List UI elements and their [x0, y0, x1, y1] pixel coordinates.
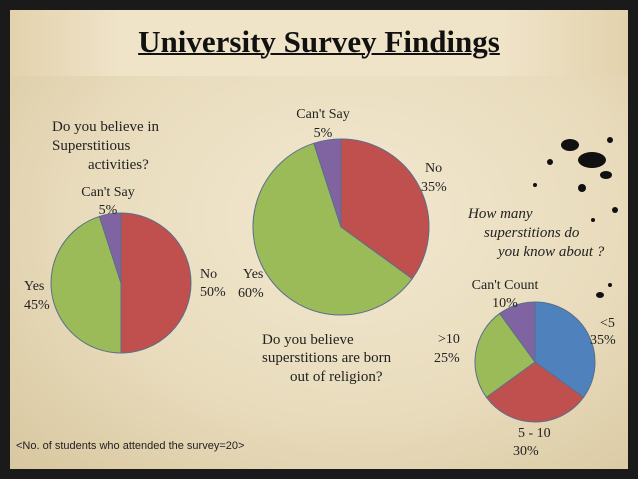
- pie1-slice-no: [120, 212, 192, 354]
- pie3-pct-5: 35%: [590, 333, 616, 348]
- pie1-question-line: activities?: [88, 157, 149, 173]
- pie1-slice-yes: [50, 215, 122, 354]
- pie2-slice-yes: [252, 142, 413, 316]
- pie3-label-5: <5: [600, 316, 615, 331]
- pie3-question-line: superstitions do: [484, 225, 580, 241]
- slide: University Survey Findings No 50% Yes 45% Ca…: [10, 10, 628, 469]
- pie3-label-can-t-count: Can't Count: [472, 278, 539, 293]
- pie1-pct-yes: 45%: [24, 298, 50, 313]
- pie2-pct-yes: 60%: [238, 286, 264, 301]
- pie-charts: No 50% Yes 45% Can't Say 5% Do you believe in S…: [24, 107, 618, 459]
- pie1-label-can-t-say: Can't Say: [81, 185, 134, 200]
- pie2-pct-no: 35%: [421, 180, 447, 195]
- pie3-pct-can-t-count: 10%: [492, 296, 518, 311]
- pie1-pct-can-t-say: 5%: [99, 203, 118, 218]
- pie3-label-10: >10: [438, 332, 460, 347]
- pie2-slice-no: [340, 138, 430, 280]
- pie3-slice-5: [534, 301, 596, 398]
- pie2-label-can-t-say: Can't Say: [296, 107, 349, 122]
- pie2-label-yes: Yes: [243, 267, 263, 282]
- pie1-pct-no: 50%: [200, 285, 226, 300]
- pie3-label-5-10: 5 - 10: [518, 426, 551, 441]
- pie3-question-line: you know about ?: [496, 244, 605, 260]
- pie2-pct-can-t-say: 5%: [314, 126, 333, 141]
- pie3-pct-5-10: 30%: [513, 444, 539, 459]
- pie3-question-line: How many: [467, 206, 533, 222]
- pie2-slice-can-t-say: [313, 138, 342, 228]
- pie1-slice-can-t-say: [98, 212, 122, 284]
- pie3-slice-can-t-count: [499, 301, 536, 364]
- pie1-label-yes: Yes: [24, 279, 44, 294]
- pie3-slice-5-10: [485, 361, 585, 423]
- title-band: [10, 10, 628, 76]
- pie2-question-line: superstitions are born: [262, 350, 392, 366]
- pie1-label-no: No: [200, 267, 217, 282]
- pie2-question-line: out of religion?: [290, 369, 383, 385]
- pie2-question-line: Do you believe: [262, 332, 354, 348]
- ink-splatter-decoration: [533, 137, 618, 298]
- footnote: <No. of students who attended the survey…: [16, 440, 245, 452]
- slide-title: University Survey Findings: [138, 24, 500, 59]
- pie1-question-line: Superstitious: [52, 138, 131, 154]
- pie3-pct-10: 25%: [434, 351, 460, 366]
- pie2-label-no: No: [425, 161, 442, 176]
- pie1-question-line: Do you believe in: [52, 119, 160, 135]
- pie3-slice-10: [474, 312, 536, 398]
